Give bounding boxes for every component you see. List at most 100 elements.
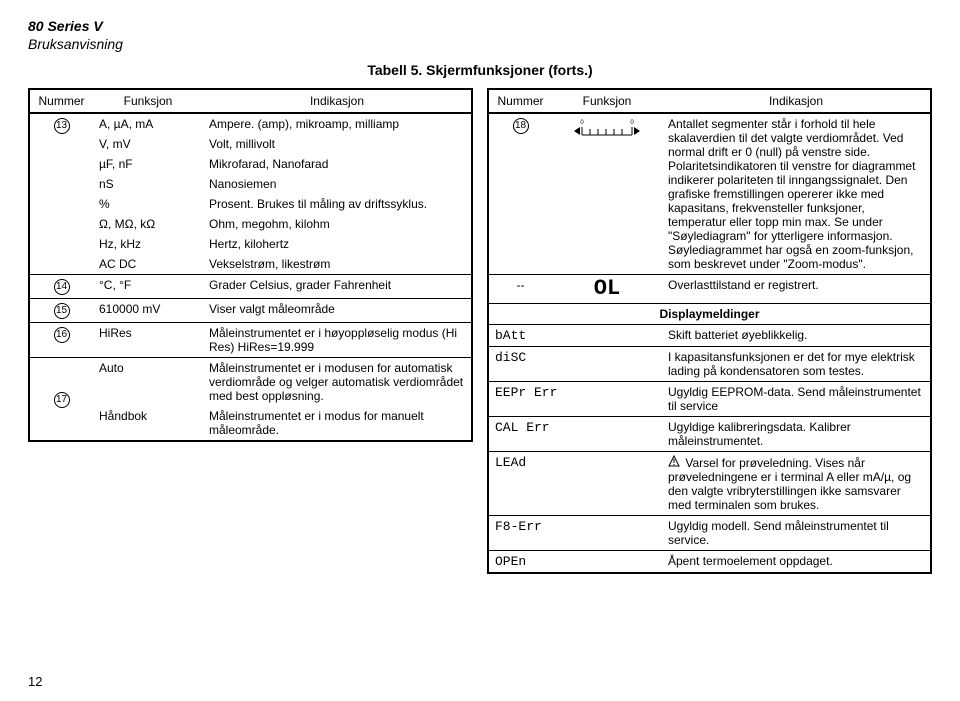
fn-cell: HiRes xyxy=(93,323,203,358)
fn-cell: nS xyxy=(93,174,203,194)
table-row: Displaymeldinger xyxy=(488,304,931,325)
num-circle: 18 xyxy=(513,118,529,134)
ind-cell: Varsel for prøveledning. Vises når prøve… xyxy=(662,452,931,516)
col-head-nummer: Nummer xyxy=(29,89,93,113)
ind-cell: Åpent termoelement oppdaget. xyxy=(662,551,931,574)
table-row: 18 0 0 xyxy=(488,113,931,275)
fn-cell: % xyxy=(93,194,203,214)
fn-cell: OPEn xyxy=(488,551,662,574)
table-row: 16 HiRes Måleinstrumentet er i høyoppløs… xyxy=(29,323,472,358)
ind-cell: Måleinstrumentet er i modus for manuelt … xyxy=(203,406,472,441)
table-row: LEAd Varsel for prøveledning. Vises når … xyxy=(488,452,931,516)
fn-cell: EEPr Err xyxy=(488,382,662,417)
num-circle: 16 xyxy=(54,327,70,343)
table-row: 14 °C, °F Grader Celsius, grader Fahrenh… xyxy=(29,275,472,299)
num-circle: 15 xyxy=(54,303,70,319)
num-cell: 15 xyxy=(29,299,93,323)
ind-cell: Overlasttilstand er registrert. xyxy=(662,275,931,304)
ind-cell: Nanosiemen xyxy=(203,174,472,194)
ind-cell: Måleinstrumentet er i høyoppløselig modu… xyxy=(203,323,472,358)
table-row: Hz, kHzHertz, kilohertz xyxy=(29,234,472,254)
col-head-funksjon: Funksjon xyxy=(552,89,662,113)
ind-text: Varsel for prøveledning. Vises når prøve… xyxy=(668,456,911,512)
ind-cell: Viser valgt måleområde xyxy=(203,299,472,323)
num-circle: 13 xyxy=(54,118,70,134)
right-table: Nummer Funksjon Indikasjon 18 0 0 xyxy=(487,88,932,574)
display-messages-header: Displaymeldinger xyxy=(488,304,931,325)
svg-text:0: 0 xyxy=(580,120,584,126)
ind-cell: Ugyldig EEPROM-data. Send måleinstrument… xyxy=(662,382,931,417)
table-title: Tabell 5. Skjermfunksjoner (forts.) xyxy=(28,62,932,78)
num-cell: 13 xyxy=(29,113,93,275)
fn-cell: F8-Err xyxy=(488,516,662,551)
table-row: %Prosent. Brukes til måling av driftssyk… xyxy=(29,194,472,214)
left-table: Nummer Funksjon Indikasjon 13 A, µA, mA … xyxy=(28,88,473,442)
fn-cell: Ω, MΩ, kΩ xyxy=(93,214,203,234)
ind-cell: Antallet segmenter står i forhold til he… xyxy=(662,113,931,275)
table-row: µF, nFMikrofarad, Nanofarad xyxy=(29,154,472,174)
lcd-text: bAtt xyxy=(495,328,526,343)
ind-cell: Måleinstrumentet er i modusen for automa… xyxy=(203,358,472,407)
page-number: 12 xyxy=(28,674,42,689)
svg-text:0: 0 xyxy=(630,120,634,126)
ind-cell: Ohm, megohm, kilohm xyxy=(203,214,472,234)
table-row: CAL Err Ugyldige kalibreringsdata. Kalib… xyxy=(488,417,931,452)
ind-cell: Grader Celsius, grader Fahrenheit xyxy=(203,275,472,299)
fn-cell: 610000 mV xyxy=(93,299,203,323)
table-row: EEPr Err Ugyldig EEPROM-data. Send målei… xyxy=(488,382,931,417)
fn-cell: Auto xyxy=(93,358,203,407)
num-circle: 17 xyxy=(54,392,70,408)
table-row: 15 610000 mV Viser valgt måleområde xyxy=(29,299,472,323)
fn-cell: °C, °F xyxy=(93,275,203,299)
bargraph-icon: 0 0 xyxy=(572,117,642,142)
fn-cell: µF, nF xyxy=(93,154,203,174)
ind-cell: Ampere. (amp), mikroamp, milliamp xyxy=(203,113,472,134)
num-circle: 14 xyxy=(54,279,70,295)
table-row: Ω, MΩ, kΩOhm, megohm, kilohm xyxy=(29,214,472,234)
lcd-text: EEPr Err xyxy=(495,385,557,400)
table-row: Håndbok Måleinstrumentet er i modus for … xyxy=(29,406,472,441)
fn-cell: V, mV xyxy=(93,134,203,154)
num-cell: 16 xyxy=(29,323,93,358)
columns: Nummer Funksjon Indikasjon 13 A, µA, mA … xyxy=(28,88,932,574)
table-row: AC DCVekselstrøm, likestrøm xyxy=(29,254,472,275)
ind-cell: Ugyldige kalibreringsdata. Kalibrer måle… xyxy=(662,417,931,452)
col-head-indikasjon: Indikasjon xyxy=(662,89,931,113)
table-row: bAtt Skift batteriet øyeblikkelig. xyxy=(488,325,931,347)
lcd-text: LEAd xyxy=(495,455,526,470)
ind-cell: Skift batteriet øyeblikkelig. xyxy=(662,325,931,347)
table-row: 13 A, µA, mA Ampere. (amp), mikroamp, mi… xyxy=(29,113,472,134)
table-row: diSC I kapasitansfunksjonen er det for m… xyxy=(488,347,931,382)
left-col: Nummer Funksjon Indikasjon 13 A, µA, mA … xyxy=(28,88,473,574)
ind-cell: Prosent. Brukes til måling av driftssykl… xyxy=(203,194,472,214)
table-row: 17 Auto Måleinstrumentet er i modusen fo… xyxy=(29,358,472,407)
lcd-text: diSC xyxy=(495,350,526,365)
fn-cell: Håndbok xyxy=(93,406,203,441)
fn-cell: Hz, kHz xyxy=(93,234,203,254)
lcd-text: CAL Err xyxy=(495,420,550,435)
lcd-text: F8-Err xyxy=(495,519,542,534)
table-row: Nummer Funksjon Indikasjon xyxy=(29,89,472,113)
num-cell: 17 xyxy=(29,358,93,442)
fn-cell: 0 0 xyxy=(552,113,662,275)
table-row: V, mVVolt, millivolt xyxy=(29,134,472,154)
fn-cell: diSC xyxy=(488,347,662,382)
num-cell: -- xyxy=(488,275,552,304)
table-row: -- OL Overlasttilstand er registrert. xyxy=(488,275,931,304)
lcd-text: OPEn xyxy=(495,554,526,569)
fn-cell: A, µA, mA xyxy=(93,113,203,134)
ind-cell: Vekselstrøm, likestrøm xyxy=(203,254,472,275)
fn-cell: CAL Err xyxy=(488,417,662,452)
col-head-indikasjon: Indikasjon xyxy=(203,89,472,113)
warning-icon xyxy=(668,455,680,467)
fn-cell: OL xyxy=(552,275,662,304)
ind-cell: I kapasitansfunksjonen er det for mye el… xyxy=(662,347,931,382)
table-row: F8-Err Ugyldig modell. Send måleinstrume… xyxy=(488,516,931,551)
col-head-funksjon: Funksjon xyxy=(93,89,203,113)
fn-cell: AC DC xyxy=(93,254,203,275)
table-row: nSNanosiemen xyxy=(29,174,472,194)
table-row: OPEn Åpent termoelement oppdaget. xyxy=(488,551,931,574)
fn-cell: LEAd xyxy=(488,452,662,516)
model-header: 80 Series V xyxy=(28,18,932,34)
col-head-nummer: Nummer xyxy=(488,89,552,113)
